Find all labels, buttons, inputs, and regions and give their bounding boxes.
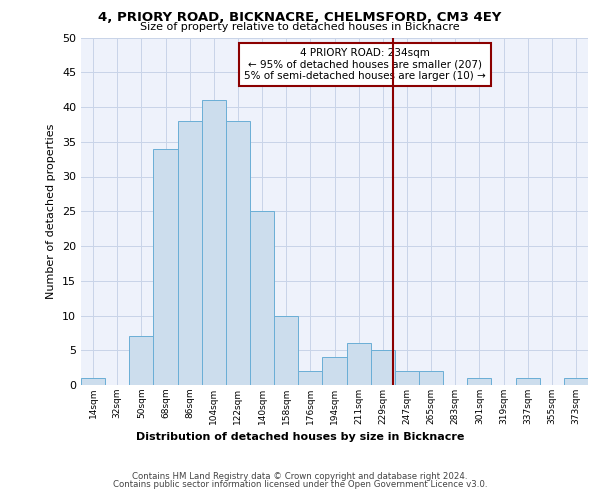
Text: 4 PRIORY ROAD: 234sqm
← 95% of detached houses are smaller (207)
5% of semi-deta: 4 PRIORY ROAD: 234sqm ← 95% of detached … (244, 48, 486, 81)
Bar (274, 316, 298, 385)
Bar (81, 378, 105, 385)
Bar (515, 378, 540, 385)
Text: 4, PRIORY ROAD, BICKNACRE, CHELMSFORD, CM3 4EY: 4, PRIORY ROAD, BICKNACRE, CHELMSFORD, C… (98, 11, 502, 24)
Bar (322, 357, 347, 385)
Bar (419, 371, 443, 385)
Bar (347, 344, 371, 385)
Bar (564, 378, 588, 385)
Y-axis label: Number of detached properties: Number of detached properties (46, 124, 56, 299)
Text: Distribution of detached houses by size in Bicknacre: Distribution of detached houses by size … (136, 432, 464, 442)
Bar (298, 371, 322, 385)
Bar (371, 350, 395, 385)
Bar (250, 211, 274, 385)
Bar (202, 100, 226, 385)
Bar (129, 336, 154, 385)
Bar (226, 121, 250, 385)
Bar (154, 148, 178, 385)
Text: Contains HM Land Registry data © Crown copyright and database right 2024.: Contains HM Land Registry data © Crown c… (132, 472, 468, 481)
Text: Contains public sector information licensed under the Open Government Licence v3: Contains public sector information licen… (113, 480, 487, 489)
Bar (395, 371, 419, 385)
Text: Size of property relative to detached houses in Bicknacre: Size of property relative to detached ho… (140, 22, 460, 32)
Bar (467, 378, 491, 385)
Bar (178, 121, 202, 385)
